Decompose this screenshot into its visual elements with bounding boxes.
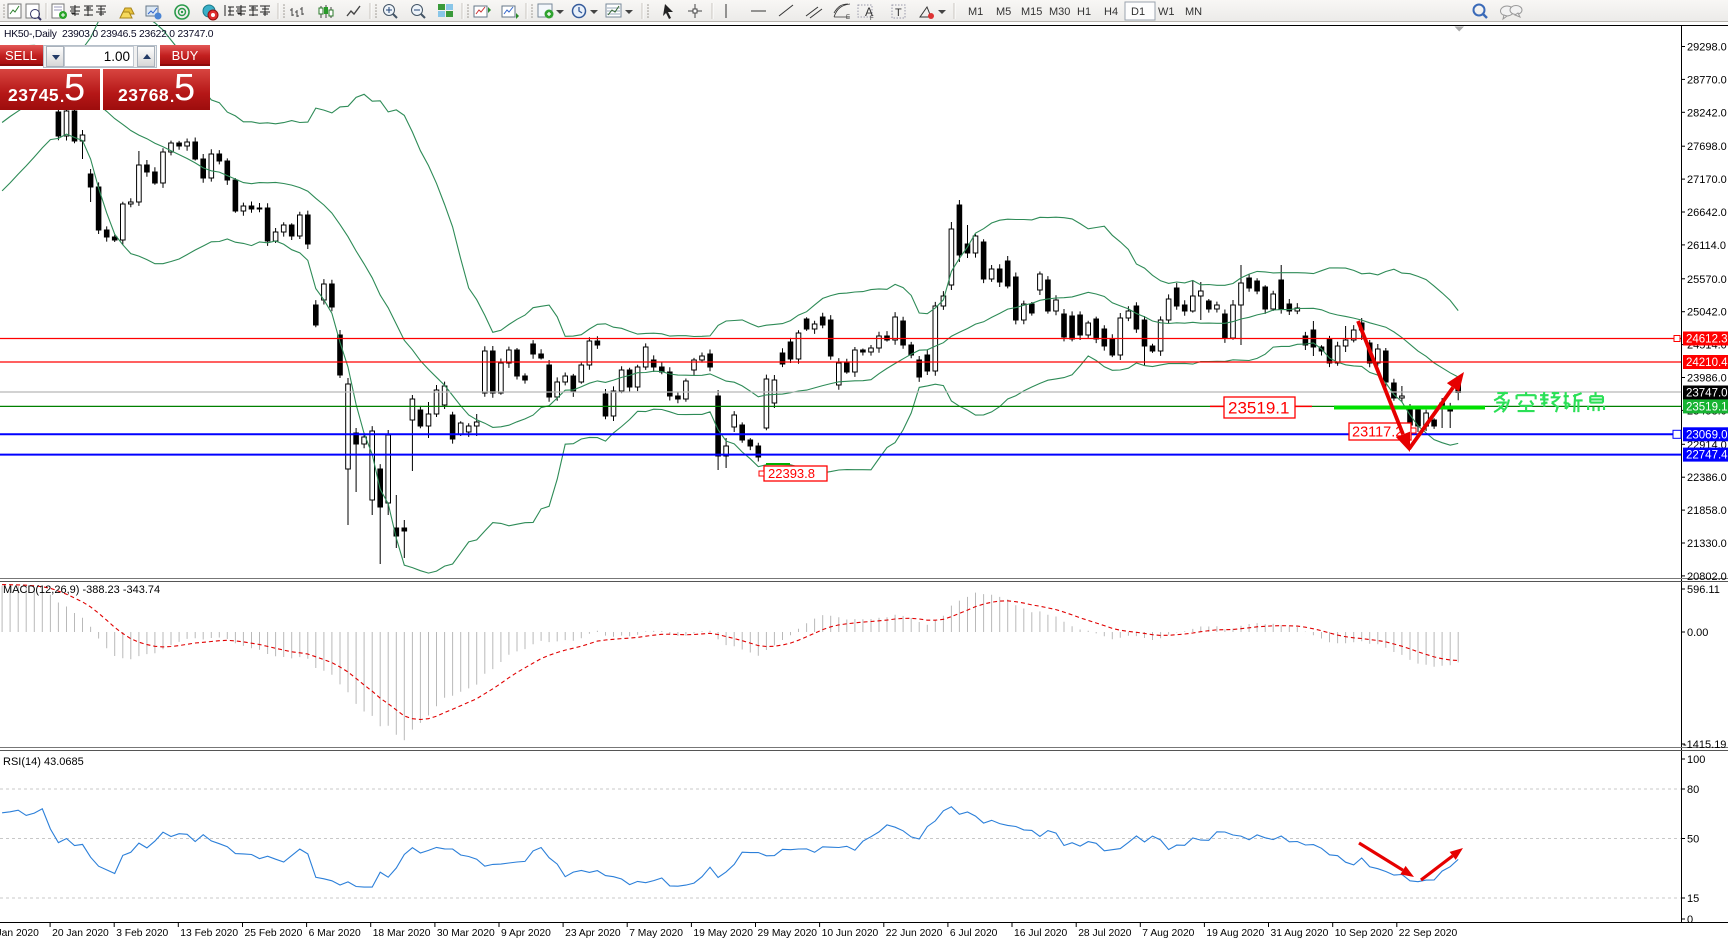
- svg-text:31 Aug 2020: 31 Aug 2020: [1271, 928, 1329, 939]
- svg-text:9 Apr 2020: 9 Apr 2020: [501, 928, 551, 939]
- svg-text:20 Jan 2020: 20 Jan 2020: [52, 928, 109, 939]
- svg-text:23519.1: 23519.1: [1228, 399, 1289, 418]
- svg-text:22747.4: 22747.4: [1686, 450, 1728, 462]
- svg-text:19 May 2020: 19 May 2020: [693, 928, 753, 939]
- svg-text:M15: M15: [1021, 6, 1042, 18]
- svg-text:7 Aug 2020: 7 Aug 2020: [1142, 928, 1194, 939]
- svg-text:28 Jul 2020: 28 Jul 2020: [1078, 928, 1132, 939]
- svg-text:24210.4: 24210.4: [1686, 357, 1728, 369]
- svg-text:23747.0: 23747.0: [1686, 388, 1728, 400]
- svg-text:22 Jun 2020: 22 Jun 2020: [886, 928, 943, 939]
- svg-text:8 Jan 2020: 8 Jan 2020: [0, 928, 39, 939]
- svg-text:0: 0: [1687, 914, 1693, 926]
- svg-text:22386.0: 22386.0: [1687, 472, 1727, 484]
- svg-text:22 Sep 2020: 22 Sep 2020: [1399, 928, 1458, 939]
- svg-text:21858.0: 21858.0: [1687, 505, 1727, 517]
- svg-text:25042.0: 25042.0: [1687, 307, 1727, 319]
- svg-text:RSI(14) 43.0685: RSI(14) 43.0685: [3, 756, 84, 768]
- svg-text:25 Feb 2020: 25 Feb 2020: [245, 928, 303, 939]
- svg-text:D1: D1: [1131, 6, 1145, 18]
- svg-text:13 Feb 2020: 13 Feb 2020: [180, 928, 238, 939]
- svg-text:100: 100: [1687, 754, 1705, 766]
- svg-text:23117.2: 23117.2: [1352, 425, 1403, 441]
- svg-text:24612.3: 24612.3: [1686, 334, 1728, 346]
- svg-text:E: E: [846, 15, 850, 21]
- svg-text:W1: W1: [1158, 6, 1175, 18]
- svg-text:27170.0: 27170.0: [1687, 174, 1727, 186]
- svg-text:MN: MN: [1185, 6, 1202, 18]
- svg-text:3 Feb 2020: 3 Feb 2020: [116, 928, 168, 939]
- svg-text:M1: M1: [968, 6, 983, 18]
- svg-text:28242.0: 28242.0: [1687, 107, 1727, 119]
- svg-text:15: 15: [1687, 893, 1699, 905]
- svg-text:6 Jul 2020: 6 Jul 2020: [950, 928, 998, 939]
- svg-text:21330.0: 21330.0: [1687, 538, 1727, 550]
- svg-text:23 Apr 2020: 23 Apr 2020: [565, 928, 621, 939]
- svg-text:H4: H4: [1104, 6, 1118, 18]
- svg-text:20802.0: 20802.0: [1687, 571, 1727, 583]
- svg-text:23519.1: 23519.1: [1686, 401, 1728, 413]
- svg-text:F: F: [870, 16, 874, 22]
- svg-text:23986.0: 23986.0: [1687, 373, 1727, 385]
- svg-text:596.11: 596.11: [1687, 584, 1720, 596]
- svg-text:26114.0: 26114.0: [1687, 240, 1726, 252]
- svg-text:M30: M30: [1049, 6, 1070, 18]
- svg-text:0.00: 0.00: [1687, 627, 1708, 639]
- svg-text:-1415.19: -1415.19: [1683, 739, 1726, 751]
- svg-text:27698.0: 27698.0: [1687, 141, 1727, 153]
- svg-text:22393.8: 22393.8: [768, 466, 815, 481]
- svg-text:23069.0: 23069.0: [1686, 429, 1728, 441]
- svg-text:MACD(12,26,9) -388.23 -343.74: MACD(12,26,9) -388.23 -343.74: [3, 584, 160, 596]
- svg-text:28770.0: 28770.0: [1687, 74, 1727, 86]
- svg-text:T: T: [895, 7, 902, 19]
- svg-text:80: 80: [1687, 784, 1699, 796]
- svg-text:30 Mar 2020: 30 Mar 2020: [437, 928, 495, 939]
- svg-text:29 May 2020: 29 May 2020: [758, 928, 818, 939]
- svg-text:7 May 2020: 7 May 2020: [629, 928, 683, 939]
- svg-text:H1: H1: [1077, 6, 1091, 18]
- svg-text:10 Jun 2020: 10 Jun 2020: [822, 928, 879, 939]
- svg-text:50: 50: [1687, 834, 1699, 846]
- svg-text:25570.0: 25570.0: [1687, 274, 1727, 286]
- svg-text:HK50-,Daily 23903.0 23946.5 2: HK50-,Daily 23903.0 23946.5 23622.0 2374…: [4, 29, 214, 40]
- svg-text:18 Mar 2020: 18 Mar 2020: [373, 928, 431, 939]
- svg-text:29298.0: 29298.0: [1687, 42, 1727, 54]
- svg-text:A: A: [865, 5, 873, 19]
- svg-text:16 Jul 2020: 16 Jul 2020: [1014, 928, 1068, 939]
- svg-text:19 Aug 2020: 19 Aug 2020: [1206, 928, 1264, 939]
- svg-text:6 Mar 2020: 6 Mar 2020: [309, 928, 361, 939]
- svg-text:10 Sep 2020: 10 Sep 2020: [1335, 928, 1394, 939]
- svg-text:M5: M5: [996, 6, 1011, 18]
- svg-text:26642.0: 26642.0: [1687, 207, 1727, 219]
